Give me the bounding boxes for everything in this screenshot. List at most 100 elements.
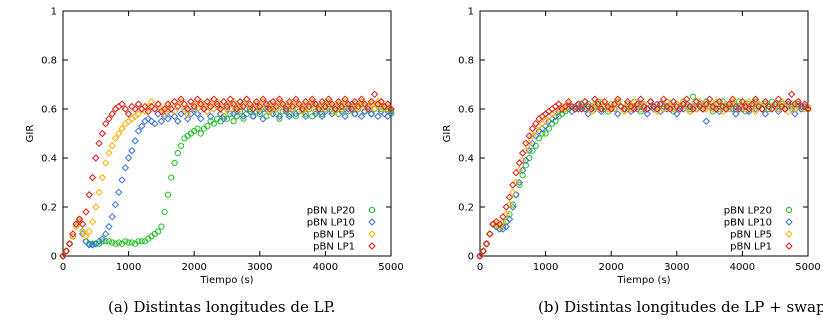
data-point — [324, 95, 333, 103]
data-point — [239, 102, 248, 111]
data-point — [115, 239, 122, 246]
data-point — [242, 95, 251, 103]
data-point — [656, 100, 665, 108]
data-point — [164, 115, 172, 123]
data-point — [669, 97, 678, 106]
data-point — [518, 166, 527, 174]
data-point — [702, 105, 711, 113]
data-point — [584, 102, 592, 111]
data-point — [220, 115, 228, 123]
data-point — [141, 102, 149, 111]
x-axis-label: Tiempo (s) — [616, 275, 670, 286]
data-point — [331, 105, 339, 113]
data-point — [351, 110, 359, 118]
data-point — [249, 112, 257, 121]
data-point — [357, 112, 366, 121]
data-point — [89, 240, 96, 247]
data-point — [164, 100, 172, 108]
data-point — [614, 95, 622, 103]
data-point — [242, 95, 251, 103]
data-point — [92, 154, 100, 162]
data-point — [164, 191, 172, 198]
data-point — [509, 201, 516, 208]
plot-frame — [62, 10, 392, 257]
data-point — [262, 100, 271, 108]
data-point — [147, 117, 156, 125]
x-tick-label: 4000 — [730, 262, 755, 273]
data-point — [108, 110, 116, 118]
data-point — [387, 108, 395, 115]
data-point — [623, 97, 632, 106]
x-tick-label: 0 — [60, 262, 66, 273]
legend-marker — [368, 242, 376, 250]
data-point — [719, 102, 727, 111]
caption-b: (b) Distintas longitudes de LP + swap. — [538, 298, 823, 316]
legend-label: pBN LP1 — [313, 242, 355, 253]
data-point — [741, 102, 750, 111]
data-point — [78, 220, 87, 228]
data-point — [85, 227, 93, 236]
data-point — [715, 97, 724, 106]
data-point — [177, 95, 185, 103]
data-point — [197, 100, 205, 108]
data-point — [515, 166, 524, 174]
data-point — [347, 105, 356, 113]
data-point — [505, 200, 514, 209]
data-point — [147, 97, 156, 106]
data-point — [673, 110, 681, 118]
data-point — [174, 102, 182, 111]
data-point — [75, 215, 84, 223]
data-point — [105, 115, 113, 123]
data-point — [295, 100, 303, 108]
data-point — [341, 95, 349, 103]
data-point — [650, 102, 658, 111]
data-point — [174, 102, 182, 111]
data-point — [144, 115, 152, 123]
data-point — [541, 117, 550, 125]
data-point — [197, 130, 204, 137]
data-point — [794, 97, 802, 106]
data-point — [745, 105, 753, 113]
data-point — [88, 241, 97, 249]
data-point — [115, 188, 123, 197]
data-point — [328, 100, 336, 108]
data-point — [509, 181, 517, 189]
data-point — [370, 90, 379, 99]
data-point — [377, 97, 385, 106]
data-point — [193, 95, 202, 103]
x-tick-label: 0 — [477, 262, 483, 273]
data-point — [686, 102, 694, 111]
data-point — [357, 95, 366, 103]
data-point — [168, 174, 175, 181]
data-point — [174, 150, 181, 157]
data-point — [499, 217, 507, 226]
data-point — [334, 97, 343, 106]
data-point — [180, 105, 189, 113]
data-point — [95, 139, 103, 148]
data-point — [728, 95, 737, 103]
legend-marker — [785, 242, 793, 250]
legend-label: pBN LP20 — [307, 206, 355, 217]
data-point — [732, 102, 740, 111]
data-point — [318, 112, 326, 121]
legend-label: pBN LP10 — [307, 218, 355, 229]
data-point — [771, 100, 779, 108]
x-tick-label: 2000 — [598, 262, 623, 273]
data-point — [318, 97, 326, 106]
data-point — [653, 100, 661, 108]
data-point — [246, 100, 254, 108]
data-point — [577, 105, 586, 113]
data-point — [679, 100, 688, 108]
data-point — [269, 97, 277, 106]
data-point — [161, 208, 168, 215]
data-point — [761, 97, 770, 106]
data-point — [105, 238, 113, 245]
data-point — [758, 105, 766, 113]
data-point — [738, 97, 747, 106]
data-point — [95, 188, 103, 197]
data-point — [597, 97, 606, 106]
data-point — [364, 105, 372, 113]
data-point — [692, 97, 701, 106]
x-tick-label: 5000 — [378, 262, 403, 273]
